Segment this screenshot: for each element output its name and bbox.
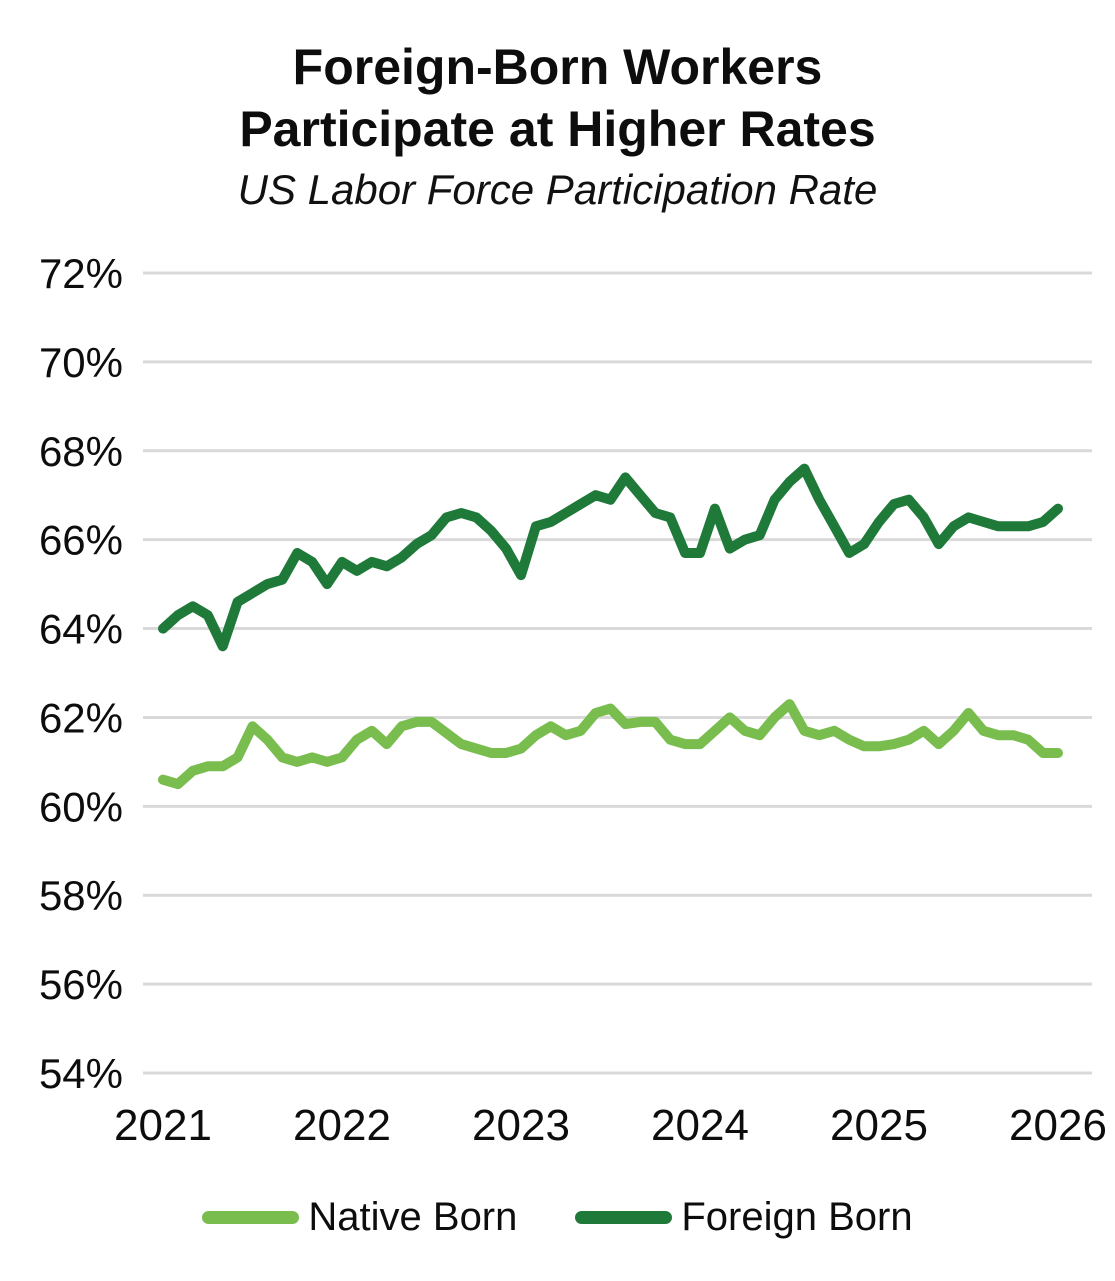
y-tick-label: 56% (39, 961, 123, 1008)
data-series-lines (158, 463, 1063, 790)
title-block: Foreign-Born Workers Participate at High… (0, 36, 1115, 218)
x-tick-label: 2023 (472, 1101, 570, 1150)
chart-title-line1: Foreign-Born Workers (292, 39, 823, 95)
y-tick-label: 68% (39, 428, 123, 475)
legend-item-native-born: Native Born (202, 1197, 517, 1237)
x-axis-tick-labels: 2021 2022 2023 2024 2025 2026 (114, 1101, 1107, 1150)
y-tick-label: 72% (39, 250, 123, 297)
x-tick-label: 2024 (651, 1101, 749, 1150)
foreign-born-swatch-icon (575, 1210, 673, 1224)
chart-subtitle: US Labor Force Participation Rate (237, 166, 878, 213)
native-born-line (158, 699, 1063, 790)
y-axis-tick-labels: 72% 70% 68% 66% 64% 62% 60% 58% 56% 54% (39, 250, 123, 1097)
y-tick-label: 54% (39, 1050, 123, 1097)
y-tick-label: 62% (39, 694, 123, 741)
y-tick-label: 70% (39, 339, 123, 386)
legend-label-foreign-born: Foreign Born (681, 1195, 913, 1239)
y-tick-label: 64% (39, 606, 123, 653)
x-tick-label: 2021 (114, 1101, 212, 1150)
x-tick-label: 2022 (293, 1101, 391, 1150)
chart-title-line2: Participate at Higher Rates (239, 101, 876, 157)
y-tick-label: 66% (39, 517, 123, 564)
foreign-born-line (158, 463, 1063, 652)
x-tick-label: 2026 (1009, 1101, 1107, 1150)
y-tick-label: 60% (39, 783, 123, 830)
legend-item-foreign-born: Foreign Born (575, 1195, 913, 1239)
x-tick-label: 2025 (830, 1101, 928, 1150)
legend-label-native-born: Native Born (308, 1195, 518, 1239)
gridlines (143, 271, 1092, 1075)
chart-legend: Native Born Foreign Born (0, 1192, 1115, 1242)
native-born-swatch-icon (202, 1210, 300, 1224)
y-tick-label: 58% (39, 872, 123, 919)
